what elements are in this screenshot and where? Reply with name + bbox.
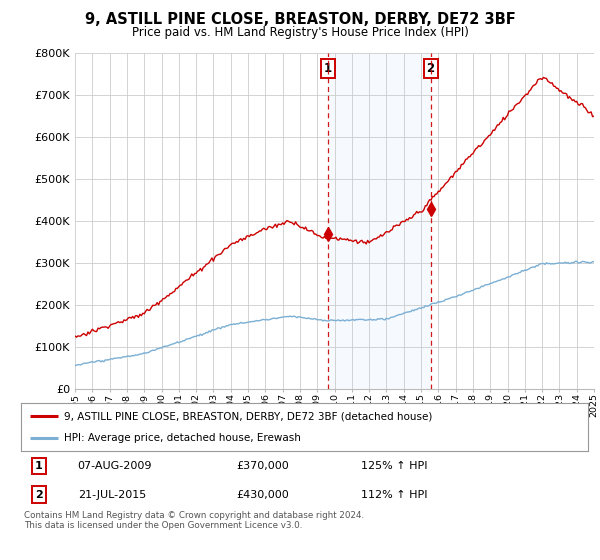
Bar [328,53,431,389]
Text: 1: 1 [323,62,332,74]
Text: 1: 1 [35,461,43,471]
Text: Price paid vs. HM Land Registry's House Price Index (HPI): Price paid vs. HM Land Registry's House … [131,26,469,39]
Text: £370,000: £370,000 [236,461,289,471]
Text: £430,000: £430,000 [236,489,289,500]
Text: 2: 2 [427,62,434,74]
Text: 112% ↑ HPI: 112% ↑ HPI [361,489,428,500]
Text: HPI: Average price, detached house, Erewash: HPI: Average price, detached house, Erew… [64,433,301,443]
Text: 07-AUG-2009: 07-AUG-2009 [78,461,152,471]
Text: 125% ↑ HPI: 125% ↑ HPI [361,461,428,471]
Text: Contains HM Land Registry data © Crown copyright and database right 2024.
This d: Contains HM Land Registry data © Crown c… [24,511,364,530]
Text: 9, ASTILL PINE CLOSE, BREASTON, DERBY, DE72 3BF (detached house): 9, ASTILL PINE CLOSE, BREASTON, DERBY, D… [64,411,432,421]
Text: 9, ASTILL PINE CLOSE, BREASTON, DERBY, DE72 3BF: 9, ASTILL PINE CLOSE, BREASTON, DERBY, D… [85,12,515,27]
Text: 2: 2 [35,489,43,500]
Text: 21-JUL-2015: 21-JUL-2015 [78,489,146,500]
